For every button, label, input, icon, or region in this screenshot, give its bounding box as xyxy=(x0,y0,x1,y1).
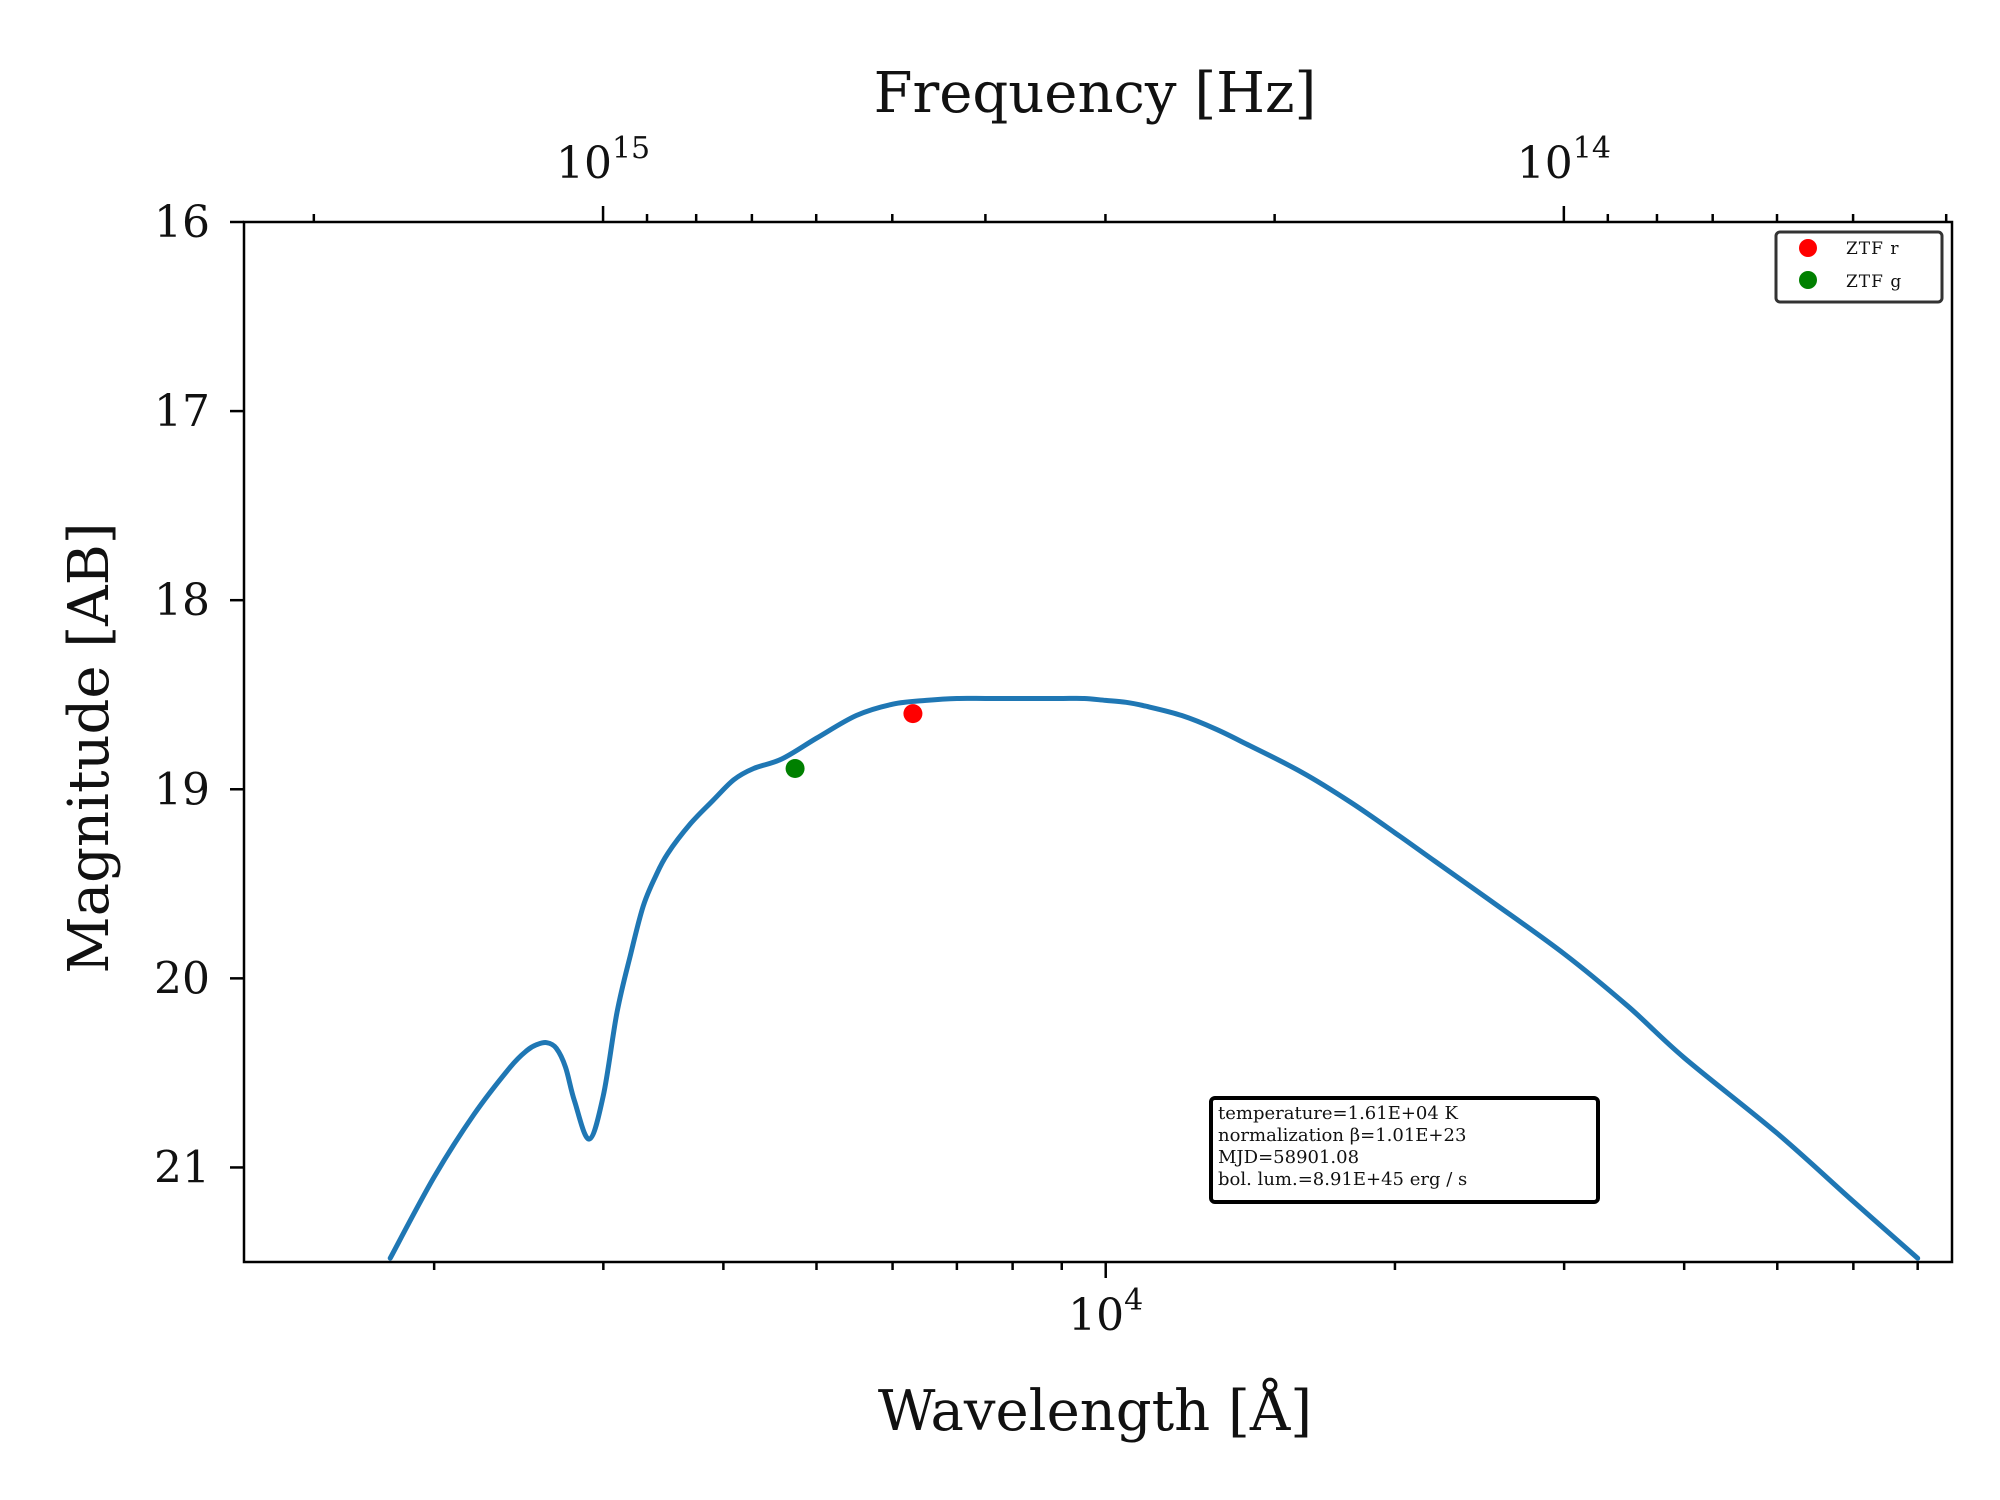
top-axis-title: Frequency [Hz] xyxy=(874,61,1317,126)
y-tick-label: 20 xyxy=(154,953,210,1004)
top-tick-label: 1014 xyxy=(1517,131,1611,189)
fit-annotation: temperature=1.61E+04 K normalization β=1… xyxy=(1209,1096,1600,1204)
sed-model-curve xyxy=(387,695,1921,1261)
y-axis-title: Magnitude [AB] xyxy=(57,522,122,973)
photometry-points xyxy=(785,704,923,778)
legend-label-ztf-g: ZTF g xyxy=(1846,272,1902,292)
fit-temperature: temperature=1.61E+04 K xyxy=(1218,1103,1459,1124)
y-tick-label: 17 xyxy=(154,386,210,437)
y-tick-label: 21 xyxy=(154,1142,210,1193)
legend-marker-ztf-g xyxy=(1799,271,1817,289)
plot-frame xyxy=(242,220,1954,1264)
legend-label-ztf-r: ZTF r xyxy=(1846,239,1899,259)
legend: ZTF r ZTF g xyxy=(1774,230,1944,304)
top-tick-label: 1015 xyxy=(556,131,650,189)
axis-tick-labels: 104 1015 1014 16 17 18 19 20 21 xyxy=(154,131,1611,1341)
legend-box xyxy=(1774,230,1944,304)
photometry-point-ztf-r xyxy=(903,704,923,724)
plot-area xyxy=(387,695,1921,1261)
fit-mjd: MJD=58901.08 xyxy=(1218,1147,1359,1168)
y-tick-label: 18 xyxy=(154,575,210,626)
fit-normalization: normalization β=1.01E+23 xyxy=(1218,1125,1466,1146)
x-axis-title: Wavelength [Å] xyxy=(878,1377,1312,1444)
y-tick-label: 19 xyxy=(154,764,210,815)
y-tick-label: 16 xyxy=(154,197,210,248)
fit-bolometric-luminosity: bol. lum.=8.91E+45 erg / s xyxy=(1218,1169,1467,1190)
legend-marker-ztf-r xyxy=(1799,239,1817,257)
axis-ticks xyxy=(230,206,1948,1278)
fit-annotation-box xyxy=(1209,1096,1600,1204)
photometry-point-ztf-g xyxy=(785,758,805,778)
x-tick-label: 104 xyxy=(1068,1283,1143,1341)
